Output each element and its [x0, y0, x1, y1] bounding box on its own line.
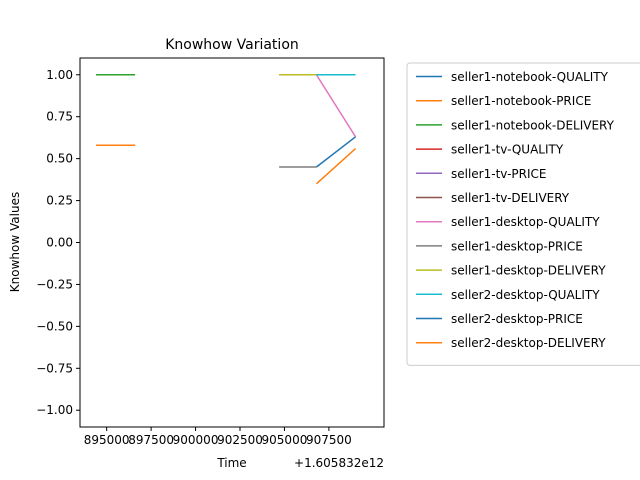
x-tick-label: 895000	[84, 433, 130, 447]
y-tick-label: 0.00	[46, 236, 73, 250]
chart-title: Knowhow Variation	[165, 37, 299, 53]
legend-label: seller1-notebook-DELIVERY	[451, 118, 615, 132]
legend-label: seller2-desktop-DELIVERY	[451, 336, 606, 350]
series-line-seller2-desktop-delivery	[315, 148, 357, 185]
y-tick-label: −1.00	[36, 403, 73, 417]
legend: seller1-notebook-QUALITY seller1-notebook…	[406, 62, 640, 366]
y-tick-label: −0.50	[36, 319, 73, 333]
y-axis: 1.00 0.75 0.50 0.25 0.00 −0.25 −0.50 −0.75 −1.00	[36, 68, 80, 417]
legend-frame	[406, 62, 640, 366]
x-axis-offset-label: +1.605832e12	[294, 456, 384, 470]
plot-lines	[96, 74, 357, 185]
legend-label: seller1-notebook-PRICE	[451, 94, 591, 108]
y-axis-label: Knowhow Values	[8, 192, 22, 292]
legend-label: seller1-desktop-QUALITY	[451, 215, 600, 229]
legend-label: seller1-tv-QUALITY	[451, 143, 564, 157]
legend-label: seller1-desktop-DELIVERY	[451, 264, 606, 278]
x-tick-label: 905000	[262, 433, 308, 447]
x-tick-label: 897500	[128, 433, 174, 447]
x-tick-label: 902500	[217, 433, 263, 447]
series-line-seller2-desktop-price	[315, 136, 357, 168]
legend-label: seller2-desktop-PRICE	[451, 312, 583, 326]
series-line-seller1-desktop-quality	[279, 74, 357, 138]
y-tick-label: −0.75	[36, 361, 73, 375]
y-tick-label: 0.75	[46, 110, 73, 124]
legend-label: seller1-tv-PRICE	[451, 167, 546, 181]
legend-label: seller2-desktop-QUALITY	[451, 288, 600, 302]
x-axis-label: Time	[216, 456, 246, 470]
legend-label: seller1-tv-DELIVERY	[451, 191, 570, 205]
y-tick-label: −0.25	[36, 277, 73, 291]
legend-label: seller1-desktop-PRICE	[451, 239, 583, 253]
y-tick-label: 0.25	[46, 194, 73, 208]
legend-label: seller1-notebook-QUALITY	[451, 70, 609, 84]
plot-area-frame	[79, 57, 385, 428]
x-tick-label: 907500	[306, 433, 352, 447]
y-tick-label: 0.50	[46, 152, 73, 166]
x-tick-label: 900000	[173, 433, 219, 447]
y-tick-label: 1.00	[46, 68, 73, 82]
